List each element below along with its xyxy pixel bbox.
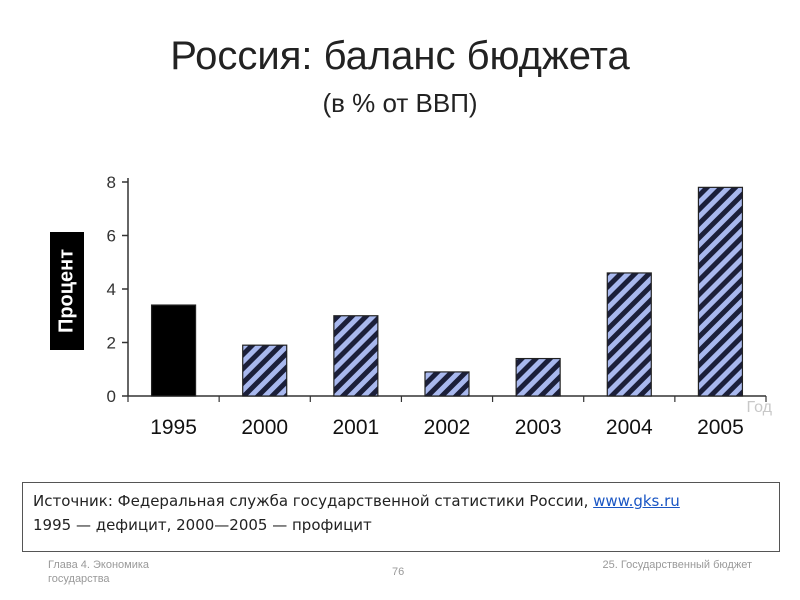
bar-2002: [424, 371, 470, 397]
bar-2005: [697, 186, 744, 397]
source-note: 1995 — дефицит, 2000—2005 — профицит: [33, 516, 372, 534]
x-tick-label-2005: 2005: [697, 416, 744, 439]
axes: [122, 178, 767, 402]
source-label: Источник: Федеральная служба государстве…: [33, 492, 594, 510]
y-tick-label: 6: [107, 227, 116, 246]
x-axis-label: Год: [747, 399, 773, 416]
bar-1995: [150, 304, 197, 397]
y-axis-label-box: Процент: [50, 232, 84, 350]
bars: [150, 186, 744, 397]
x-tick-label-2001: 2001: [332, 416, 379, 439]
bar-2000: [242, 344, 288, 397]
y-tick-label: 4: [107, 280, 116, 299]
x-tick-label-2004: 2004: [606, 416, 653, 439]
slide-subtitle: (в % от ВВП): [0, 88, 800, 119]
bar-2003: [515, 357, 561, 397]
slide-title: Россия: баланс бюджета: [170, 34, 630, 78]
source-line: Источник: Федеральная служба государстве…: [33, 489, 769, 513]
x-tick-label-1995: 1995: [150, 416, 197, 439]
x-tick-label-2002: 2002: [424, 416, 471, 439]
footer-section: 25. Государственный бюджет: [602, 559, 752, 571]
x-tick-label-2003: 2003: [515, 416, 562, 439]
source-link[interactable]: www.gks.ru: [593, 492, 680, 510]
footer-chapter: Глава 4. Экономика государства: [48, 559, 150, 585]
y-tick-label: 2: [107, 334, 116, 353]
source-box: Источник: Федеральная служба государстве…: [22, 482, 780, 552]
x-tick-label-2000: 2000: [241, 416, 288, 439]
footer-page-number: 76: [392, 566, 405, 578]
bar-2001: [333, 315, 379, 397]
subtitle-text: (в % от ВВП): [322, 88, 478, 118]
y-axis-label: Процент: [55, 248, 78, 334]
y-tick-label: 0: [107, 387, 116, 406]
bar-2004: [606, 272, 652, 397]
y-tick-label: 8: [107, 173, 116, 192]
